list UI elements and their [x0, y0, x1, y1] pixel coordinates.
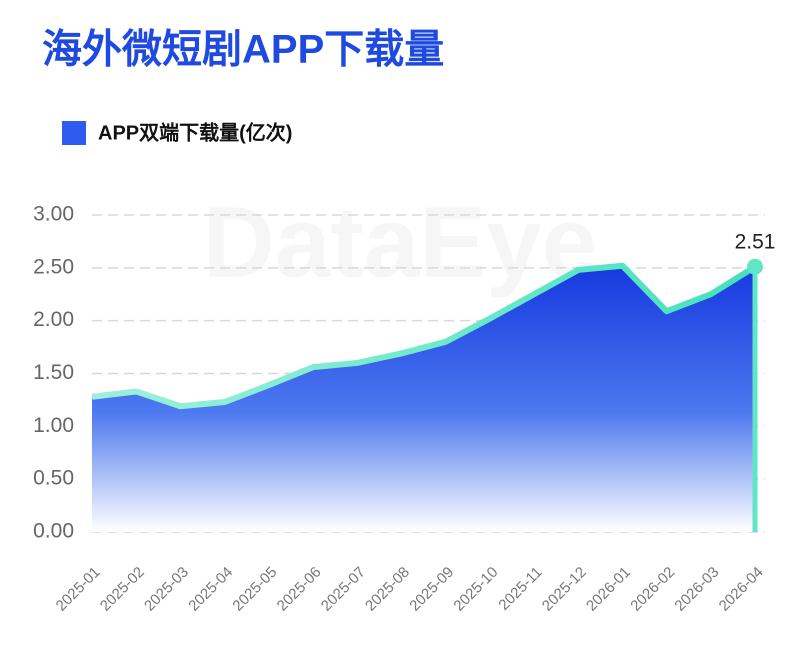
x-tick-label: 2026-03: [671, 564, 722, 615]
x-tick-label: 2025-04: [185, 564, 236, 615]
x-tick-label: 2025-11: [495, 564, 545, 614]
x-tick-label: 2026-01: [583, 564, 634, 615]
y-tick-label: 2.50: [33, 255, 74, 278]
y-tick-label: 1.50: [33, 361, 74, 384]
y-tick-label: 3.00: [33, 203, 74, 226]
legend-label: APP双端下载量(亿次): [98, 120, 292, 144]
line: [91, 262, 757, 410]
y-tick-label: 2.00: [33, 308, 74, 331]
y-tick-label: 0.50: [33, 467, 74, 490]
y-tick-label: 0.00: [33, 520, 74, 543]
x-tick-label: 2025-06: [274, 564, 325, 615]
x-tick-label: 2025-01: [53, 564, 104, 615]
x-tick-label: 2025-02: [97, 564, 148, 615]
x-tick-label: 2026-04: [716, 564, 767, 615]
x-tick-label: 2025-12: [539, 564, 590, 615]
y-tick-label: 1.00: [33, 414, 74, 437]
area: [92, 265, 755, 532]
data-label: 2.51: [735, 230, 776, 253]
legend-swatch: [62, 121, 86, 145]
watermark: DataEye: [203, 186, 598, 298]
x-tick-label: 2025-05: [229, 564, 280, 615]
x-tick-label: 2025-10: [450, 564, 501, 615]
chart-title: 海外微短剧APP下载量: [42, 28, 444, 72]
x-tick-label: 2025-03: [141, 564, 192, 615]
x-tick-label: 2026-02: [627, 564, 678, 615]
x-tick-label: 2025-09: [406, 564, 457, 615]
point: [747, 258, 763, 275]
x-tick-label: 2025-07: [318, 564, 369, 615]
x-tick-label: 2025-08: [362, 564, 413, 615]
